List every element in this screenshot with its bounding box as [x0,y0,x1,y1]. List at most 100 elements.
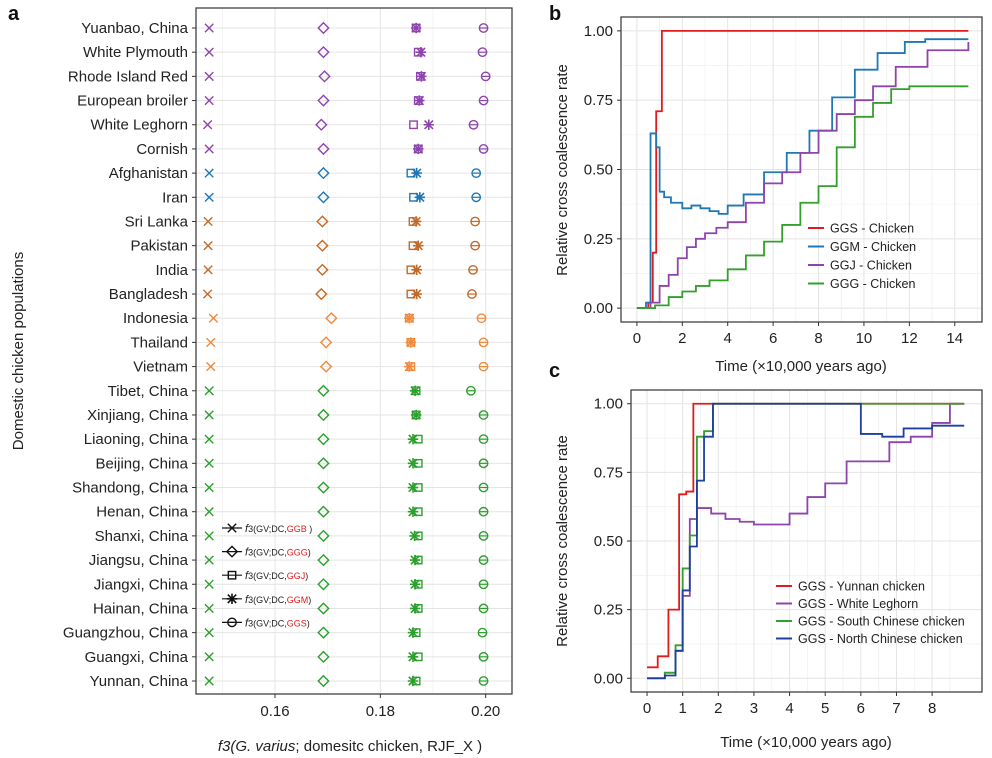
marker-diamond-shanxi-china [317,529,330,543]
marker-diamond-afghanistan [317,166,330,180]
panel-c-x-tick-label: 4 [785,700,793,717]
panel-a-dot-plot: f3(GV;DC,GGB ) f3(GV;DC,GGG) f3(GV;DC,GGJ)… [10,7,513,755]
panel-a-y-axis-title: Domestic chicken populations [10,252,27,450]
marker-star-guangzhou-china [407,627,419,638]
marker-x-cornish [204,144,214,154]
marker-star-bangladesh [411,288,422,300]
panel-c-legend: GGS - Yunnan chicken GGS - White Leghorn G… [776,580,965,646]
marker-x-pakistan [203,240,213,251]
marker-star-hainan-china [409,603,421,614]
marker-circle-european-broiler [478,95,489,106]
marker-x-white-leghorn [202,120,213,130]
panel-b-y-tick-label: 0.50 [584,162,613,179]
category-label-sri-lanka: Sri Lanka [125,213,189,230]
legend-label-ggs-south-chinese-chicken: GGS - South Chinese chicken [798,615,965,629]
marker-star-indonesia [404,313,415,324]
marker-diamond-white-plymouth [317,45,330,59]
marker-diamond-white-leghorn [315,118,328,131]
marker-circle-hainan-china [478,603,489,614]
category-label-henan-china: Henan, China [96,504,188,521]
marker-circle-jiangxi-china [478,579,489,590]
legend-label-ggs-chicken: GGS - Chicken [830,222,914,236]
marker-x-sri-lanka [203,216,213,227]
marker-x-shanxi-china [204,531,214,541]
marker-circle-henan-china [478,506,489,517]
marker-diamond-yunnan-china [317,674,330,688]
marker-diamond-beijing-china [317,457,330,470]
panel-c-y-tick-label: 0.25 [594,602,623,619]
marker-x-bangladesh [202,289,213,299]
category-label-jiangsu-china: Jiangsu, China [89,552,189,569]
category-label-white-plymouth: White Plymouth [83,44,188,61]
marker-diamond-shandong-china [317,481,330,494]
category-label-hainan-china: Hainan, China [93,600,189,617]
category-label-indonesia: Indonesia [123,310,189,327]
marker-diamond-xinjiang-china [317,408,330,422]
marker-diamond-guangxi-china [317,650,330,664]
panel-c-x-tick-label: 6 [857,700,865,717]
legend-label-circle: f3(GV;DC,GGS) [245,617,310,629]
panel-b-legend: GGS - Chicken GGM - Chicken GGJ - Chicken G… [808,222,916,291]
marker-circle-shandong-china [478,482,489,493]
marker-x-white-plymouth [204,47,214,57]
category-label-european-broiler: European broiler [77,93,188,110]
marker-x-xinjiang-china [204,410,214,420]
marker-star-yuanbao-china [410,22,422,34]
marker-star-beijing-china [407,458,419,469]
panel-c-x-axis-title: Time (×10,000 years ago) [720,734,892,751]
marker-circle-beijing-china [478,458,489,469]
marker-x-guangzhou-china [204,627,214,638]
category-label-liaoning-china: Liaoning, China [84,431,189,448]
panel-c-y-tick-label: 0.50 [594,533,623,550]
series-line-ggj-chicken [636,41,970,310]
panel-c-y-tick-label: 0.75 [594,464,623,481]
panel-c-y-tick-label: 1.00 [594,396,623,413]
panel-b-x-tick-label: 0 [633,330,641,347]
panel-a-x-axis-title: f3(G. varius; domesitc chicken, RJF_X ) [218,738,482,755]
category-label-cornish: Cornish [136,141,188,158]
series-line-ggs-north-chinese-chicken [647,402,965,680]
category-label-bangladesh: Bangladesh [109,286,188,303]
marker-diamond-cornish [317,142,330,156]
legend-label-ggs-yunnan-chicken: GGS - Yunnan chicken [798,580,925,594]
legend-marker-diamond [225,545,239,558]
panel-c-x-tick-label: 8 [928,700,936,717]
marker-x-liaoning-china [204,434,214,444]
panel-b-x-tick-label: 10 [856,330,873,347]
series-line-ggs-chicken [636,29,969,310]
marker-x-yunnan-china [204,676,214,686]
category-label-beijing-china: Beijing, China [95,455,188,472]
legend-marker-x [227,523,237,533]
category-label-iran: Iran [162,189,188,206]
panel-b-y-tick-label: 0.25 [584,231,613,248]
category-label-guangzhou-china: Guangzhou, China [63,625,189,642]
marker-x-jiangxi-china [204,579,214,589]
marker-x-henan-china [204,507,214,517]
category-label-india: India [155,262,188,279]
marker-star-european-broiler [414,95,425,106]
panel-b-y-tick-label: 1.00 [584,23,613,40]
panel-b-axes: 0 2 4 6 8 10 12 14 0.00 0.25 0.50 0.75 1.00 [584,23,963,347]
panel-b-grid [621,17,982,322]
marker-diamond-jiangsu-china [317,553,330,567]
panel-c-x-tick-label: 3 [750,700,758,717]
marker-circle-liaoning-china [478,434,489,445]
legend-label-square: f3(GV;DC,GGJ) [245,570,308,582]
panel-label-c: c [549,360,560,382]
marker-diamond-pakistan [316,239,329,252]
marker-diamond-henan-china [317,505,330,518]
marker-star-rhode-island-red [416,71,427,82]
panel-b-x-axis-title: Time (×10,000 years ago) [715,358,887,375]
legend-label-ggm-chicken: GGM - Chicken [830,240,916,254]
category-label-guangxi-china: Guangxi, China [85,649,189,666]
marker-circle-guangzhou-china [477,627,488,638]
category-label-jiangxi-china: Jiangxi, China [94,576,189,593]
category-label-shandong-china: Shandong, China [72,480,189,497]
series-line-ggm-chicken [636,38,969,310]
panel-c-line-chart: GGS - Yunnan chicken GGS - White Leghorn G… [554,389,983,751]
panel-a-x-tick-label: 0.18 [366,703,395,720]
category-label-xinjiang-china: Xinjiang, China [87,407,189,424]
marker-x-iran [204,192,214,202]
legend-marker-circle [227,617,237,628]
